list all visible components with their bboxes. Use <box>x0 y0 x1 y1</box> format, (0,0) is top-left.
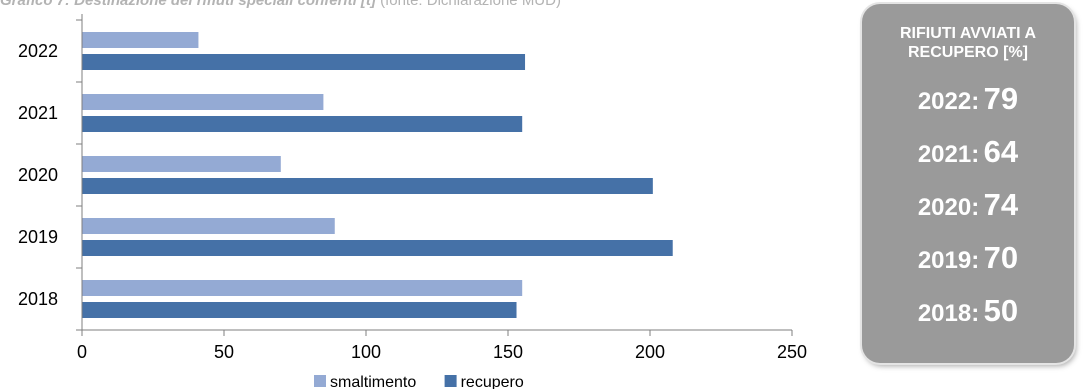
legend-label-smaltimento: smaltimento <box>330 374 416 389</box>
bar-smaltimento-2022 <box>82 32 199 48</box>
bar-recupero-2018 <box>82 302 517 318</box>
panel-value: 79 <box>983 81 1019 116</box>
x-tick-label-50: 50 <box>214 342 234 362</box>
panel-value: 70 <box>983 240 1019 275</box>
recovery-percentage-panel: RIFIUTI AVVIATI A RECUPERO [%] 2022: 79 … <box>862 4 1074 363</box>
x-tick-label-200: 200 <box>635 342 665 362</box>
x-tick-label-150: 150 <box>493 342 523 362</box>
panel-value: 74 <box>983 187 1019 222</box>
bar-smaltimento-2020 <box>82 156 281 172</box>
y-tick-label-2018: 2018 <box>18 289 58 309</box>
y-tick-label-2022: 2022 <box>18 41 58 61</box>
bar-smaltimento-2021 <box>82 94 324 110</box>
bar-chart: 2022 2021 2020 2019 2018 0 50 100 150 200 250 smalt… <box>18 14 807 389</box>
bar-smaltimento-2018 <box>82 280 523 296</box>
panel-year: 2022: <box>917 88 980 115</box>
panel-year: 2021: <box>917 141 980 168</box>
panel-row-2020: 2020: 74 <box>862 178 1074 231</box>
panel-value: 64 <box>983 134 1019 169</box>
panel-title: RIFIUTI AVVIATI A RECUPERO [%] <box>900 25 1036 61</box>
panel-value: 50 <box>983 293 1019 328</box>
panel-row-2019: 2019: 70 <box>862 231 1074 284</box>
bar-recupero-2021 <box>82 116 523 132</box>
legend-swatch-smaltimento <box>314 375 326 387</box>
y-tick-label-2019: 2019 <box>18 227 58 247</box>
panel-row-2018: 2018: 50 <box>862 284 1074 337</box>
panel-year: 2020: <box>917 194 980 221</box>
bar-recupero-2020 <box>82 178 653 194</box>
x-tick-label-250: 250 <box>777 342 807 362</box>
bar-smaltimento-2019 <box>82 218 335 234</box>
x-tick-label-100: 100 <box>351 342 381 362</box>
legend-swatch-recupero <box>444 375 457 387</box>
bar-recupero-2022 <box>82 54 526 70</box>
panel-row-2021: 2021: 64 <box>862 125 1074 178</box>
y-tick-label-2021: 2021 <box>18 103 58 123</box>
legend-label-recupero: recupero <box>461 374 524 389</box>
panel-year: 2019: <box>917 247 980 274</box>
chart-title-source: (fonte: Dichiarazione MUD) <box>380 0 561 9</box>
panel-row-2022: 2022: 79 <box>862 72 1074 125</box>
chart-title: Grafico 7: Destinazione dei rifiuti spec… <box>0 0 561 9</box>
panel-year: 2018: <box>917 300 980 327</box>
chart-title-main: Grafico 7: Destinazione dei rifiuti spec… <box>0 0 376 9</box>
y-tick-label-2020: 2020 <box>18 165 58 185</box>
bar-recupero-2019 <box>82 240 673 256</box>
x-tick-label-0: 0 <box>77 342 87 362</box>
